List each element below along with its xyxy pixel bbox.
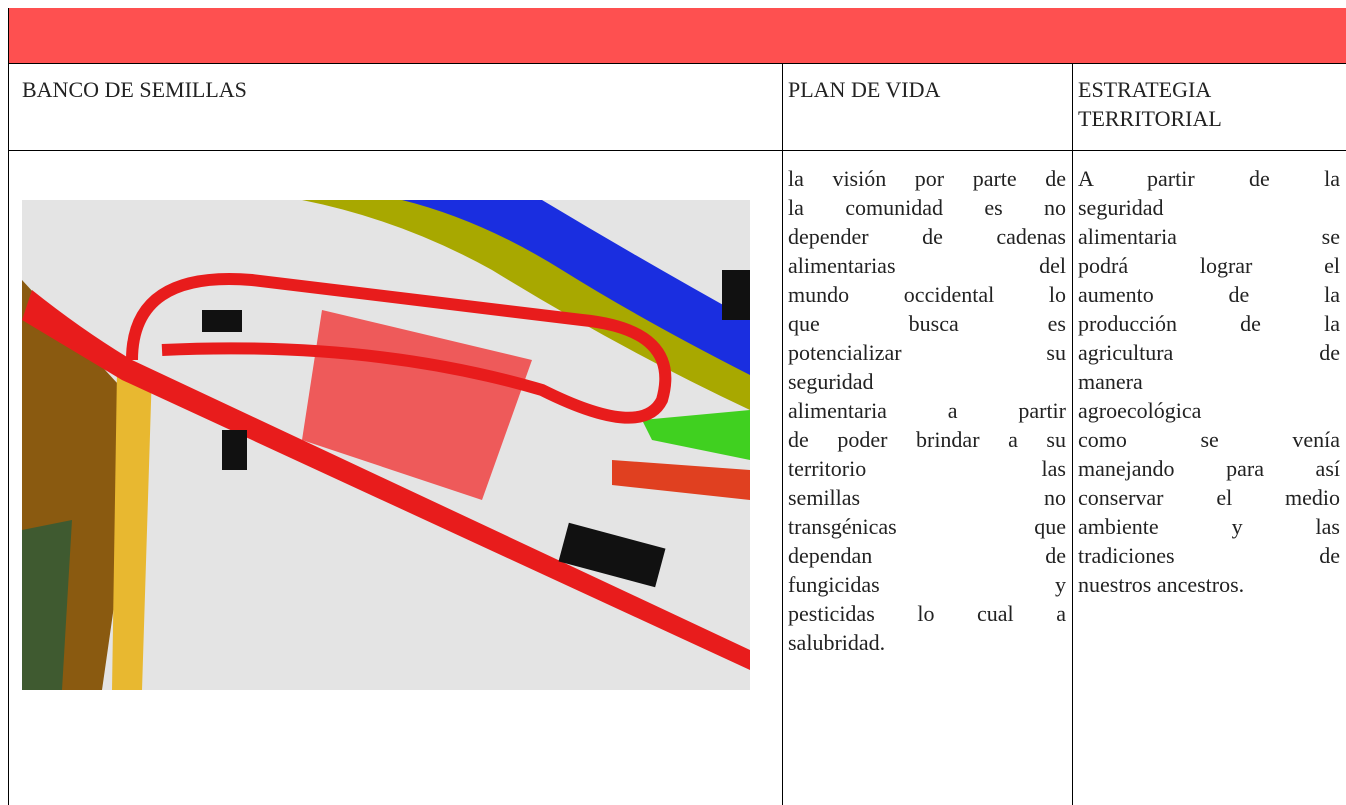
text-line: seguridad	[1078, 195, 1164, 220]
text-line: alimentaria a partir	[788, 398, 1066, 423]
text-line: A partir de la	[1078, 166, 1340, 191]
text-line: transgénicas que	[788, 514, 1066, 539]
text-line: conservar el medio	[1078, 485, 1340, 510]
plan-de-vida: la visión por parte de la comunidad es no…	[788, 164, 1066, 657]
text-line: la comunidad es no	[788, 195, 1066, 220]
rule	[8, 150, 1346, 151]
text-line: de poder brindar a su	[788, 427, 1066, 452]
text-line: depender de cadenas	[788, 224, 1066, 249]
text-line: salubridad.	[788, 630, 886, 655]
rule	[8, 63, 9, 805]
text-line: podrá lograr el	[1078, 253, 1340, 278]
text-line: seguridad	[788, 369, 874, 394]
text-line: ambiente y las	[1078, 514, 1340, 539]
header-cell: BANCO DE SEMILLAS	[22, 77, 247, 102]
text-line: tradiciones de	[1078, 543, 1340, 568]
header-cell: PLAN DE VIDA	[788, 77, 941, 102]
text-line: como se venía	[1078, 427, 1340, 452]
text-line: alimentarias del	[788, 253, 1066, 278]
text-line: alimentaria se	[1078, 224, 1340, 249]
text-line: mundo occidental lo	[788, 282, 1066, 307]
text-line: manejando para así	[1078, 456, 1340, 481]
text-line: aumento de la	[1078, 282, 1340, 307]
text-line: que busca es	[788, 311, 1066, 336]
text-line: agricultura de	[1078, 340, 1340, 365]
rule	[8, 63, 1346, 64]
rule	[782, 63, 783, 805]
header-cell: ESTRATEGIA TERRITORIAL	[1078, 77, 1222, 131]
header-band	[8, 8, 1346, 63]
text-line: fungicidas y	[788, 572, 1066, 597]
estrategia-territorial: A partir de la seguridad alimentaria se pod…	[1078, 164, 1340, 599]
rule	[1072, 63, 1073, 805]
text-line: potencializar su	[788, 340, 1066, 365]
text-line: la visión por parte de	[788, 166, 1066, 191]
text-line: semillas no	[788, 485, 1066, 510]
text-line: dependan de	[788, 543, 1066, 568]
text-line: territorio las	[788, 456, 1066, 481]
text-line: producción de la	[1078, 311, 1340, 336]
map-image	[22, 200, 750, 690]
text-line: manera	[1078, 369, 1143, 394]
text-line: agroecológica	[1078, 398, 1202, 423]
text-line: nuestros ancestros.	[1078, 572, 1245, 597]
text-line: pesticidas lo cual a	[788, 601, 1066, 626]
